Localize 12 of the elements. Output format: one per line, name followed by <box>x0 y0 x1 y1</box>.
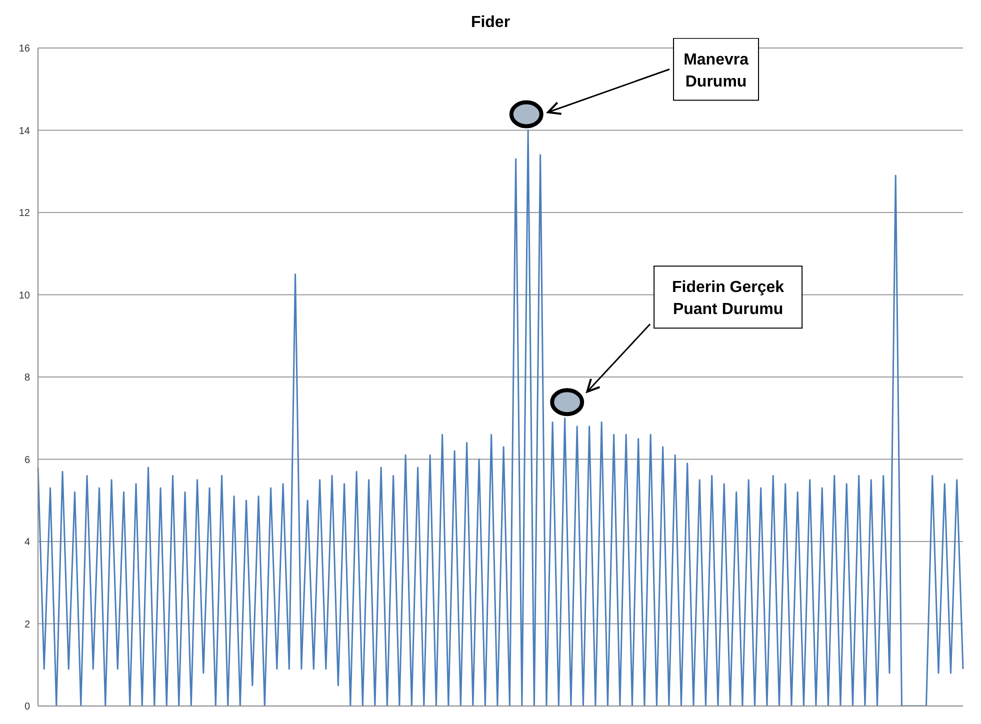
y-tick-label: 12 <box>18 208 30 220</box>
y-tick-label: 6 <box>24 454 30 466</box>
y-tick-label: 10 <box>18 290 30 302</box>
y-tick-label: 0 <box>24 702 30 713</box>
chart-title: Fider <box>470 13 512 33</box>
y-tick-label: 14 <box>18 126 30 137</box>
annotation: Fiderin Gerçek Puant Durumu <box>672 279 784 318</box>
y-tick-label: 8 <box>24 372 30 384</box>
y-tick-label: 2 <box>24 619 30 630</box>
y-tick-label: 16 <box>18 44 30 55</box>
annotation: Manevra Durumu <box>684 51 749 90</box>
y-tick-label: 4 <box>24 537 30 548</box>
